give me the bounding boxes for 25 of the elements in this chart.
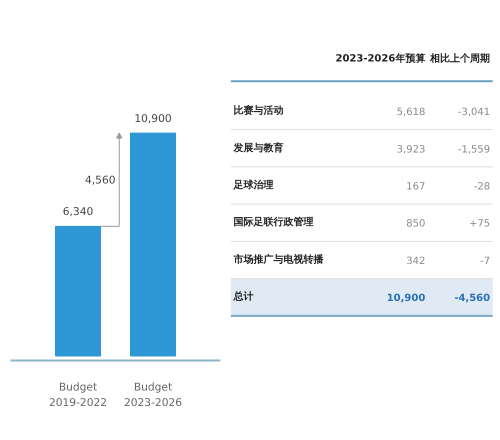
category-label: 市场推广与电视转播 xyxy=(232,253,325,266)
data-label: 167 xyxy=(406,182,426,192)
category-label: 国际足联行政管理 xyxy=(234,216,314,228)
category-label: 比赛与活动 xyxy=(234,104,284,117)
category-label: 足球治理 xyxy=(232,179,274,191)
data-label: 850 xyxy=(406,218,426,230)
x-tick-label: Budget 2023-2026 xyxy=(124,380,182,410)
data-label: 10,900 xyxy=(386,293,426,304)
data-label: +75 xyxy=(468,218,490,230)
x-tick-label: Budget 2019-2022 xyxy=(48,380,108,410)
category-label: 发展与教育 xyxy=(232,142,284,154)
text: 2023-2026年预算 xyxy=(335,52,426,64)
data-label: -7 xyxy=(480,256,490,267)
data-label: 10,900 xyxy=(134,112,172,125)
data-label: 342 xyxy=(406,256,426,267)
data-label: 5,618 xyxy=(396,107,426,118)
data-label: -4,560 xyxy=(454,293,490,304)
text: 相比上个周期 xyxy=(429,52,490,64)
category-label: 总计 xyxy=(232,290,254,303)
data-label: -1,559 xyxy=(458,144,490,156)
annotation: 4,560 xyxy=(84,174,116,187)
data-label: -28 xyxy=(474,182,490,192)
data-label: 3,923 xyxy=(396,144,426,156)
data-label: 6,340 xyxy=(62,205,94,218)
data-label: -3,041 xyxy=(458,107,490,118)
